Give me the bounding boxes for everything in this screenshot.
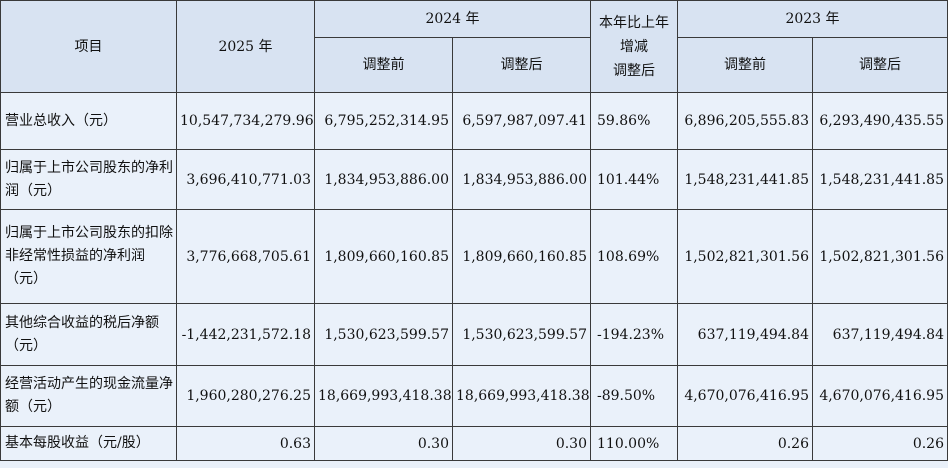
- table-row: 归属于上市公司股东的净利润（元） 3,696,410,771.03 1,834,…: [0, 149, 948, 210]
- table-header: 项目 2025 年 2024 年 本年比上年 增减 调整后 2023 年 调整前…: [0, 0, 948, 93]
- cell-2025: 10,547,734,279.96: [176, 92, 315, 150]
- row-label: 归属于上市公司股东的净利润（元）: [0, 149, 177, 210]
- cell-2023-after: 637,119,494.84: [812, 303, 948, 366]
- cell-2025: -1,442,231,572.18: [176, 303, 315, 366]
- cell-2024-after: 18,669,993,418.38: [452, 365, 591, 427]
- cell-2024-after: 0.30: [452, 426, 591, 461]
- header-2025: 2025 年: [176, 0, 315, 93]
- cell-2023-before: 1,502,821,301.56: [677, 209, 813, 304]
- row-label: 营业总收入（元）: [0, 92, 177, 150]
- cell-2023-after: 1,548,231,441.85: [812, 149, 948, 210]
- cell-change: -89.50%: [590, 365, 678, 427]
- header-2024-after: 调整后: [452, 37, 591, 93]
- cell-2023-before: 1,548,231,441.85: [677, 149, 813, 210]
- cell-2024-after: 6,597,987,097.41: [452, 92, 591, 150]
- row-label: 基本每股收益（元/股）: [0, 426, 177, 461]
- cell-change: -194.23%: [590, 303, 678, 366]
- cell-2025: 1,960,280,276.25: [176, 365, 315, 427]
- cell-2024-before: 6,795,252,314.95: [314, 92, 453, 150]
- cell-change: 59.86%: [590, 92, 678, 150]
- header-2023-after: 调整后: [812, 37, 948, 93]
- cell-2024-after: 1,834,953,886.00: [452, 149, 591, 210]
- cell-2025: 3,696,410,771.03: [176, 149, 315, 210]
- header-2023-before: 调整前: [677, 37, 813, 93]
- table-row: 其他综合收益的税后净额（元） -1,442,231,572.18 1,530,6…: [0, 303, 948, 366]
- header-2024-before: 调整前: [314, 37, 453, 93]
- cell-2023-after: 0.26: [812, 426, 948, 461]
- cell-change: 108.69%: [590, 209, 678, 304]
- cell-2024-before: 18,669,993,418.38: [314, 365, 453, 427]
- cell-2024-after: 1,809,660,160.85: [452, 209, 591, 304]
- cell-2024-before: 1,809,660,160.85: [314, 209, 453, 304]
- table-row: 归属于上市公司股东的扣除非经常性损益的净利润（元） 3,776,668,705.…: [0, 209, 948, 304]
- row-label: 归属于上市公司股东的扣除非经常性损益的净利润（元）: [0, 209, 177, 304]
- table-body: 营业总收入（元） 10,547,734,279.96 6,795,252,314…: [0, 92, 948, 461]
- cell-2025: 0.63: [176, 426, 315, 461]
- cell-2024-before: 0.30: [314, 426, 453, 461]
- cell-2023-after: 4,670,076,416.95: [812, 365, 948, 427]
- table-row: 基本每股收益（元/股） 0.63 0.30 0.30 110.00% 0.26 …: [0, 426, 948, 461]
- cell-2023-before: 6,896,205,555.83: [677, 92, 813, 150]
- header-2024: 2024 年: [314, 0, 591, 38]
- table-row: 营业总收入（元） 10,547,734,279.96 6,795,252,314…: [0, 92, 948, 150]
- header-yoy-line1: 本年比上年: [599, 14, 669, 31]
- header-yoy-change: 本年比上年 增减 调整后: [590, 0, 678, 93]
- cell-2023-before: 0.26: [677, 426, 813, 461]
- table-row: 经营活动产生的现金流量净额（元） 1,960,280,276.25 18,669…: [0, 365, 948, 427]
- cell-2025: 3,776,668,705.61: [176, 209, 315, 304]
- header-yoy-line3: 调整后: [613, 62, 655, 79]
- cell-2023-before: 637,119,494.84: [677, 303, 813, 366]
- cell-2024-after: 1,530,623,599.57: [452, 303, 591, 366]
- cell-change: 101.44%: [590, 149, 678, 210]
- cell-2024-before: 1,530,623,599.57: [314, 303, 453, 366]
- cell-2024-before: 1,834,953,886.00: [314, 149, 453, 210]
- cell-2023-after: 1,502,821,301.56: [812, 209, 948, 304]
- cell-2023-after: 6,293,490,435.55: [812, 92, 948, 150]
- row-label: 其他综合收益的税后净额（元）: [0, 303, 177, 366]
- cell-2023-before: 4,670,076,416.95: [677, 365, 813, 427]
- cell-change: 110.00%: [590, 426, 678, 461]
- row-label: 经营活动产生的现金流量净额（元）: [0, 365, 177, 427]
- header-2023: 2023 年: [677, 0, 948, 38]
- header-item: 项目: [0, 0, 177, 93]
- header-yoy-line2: 增减: [620, 38, 648, 55]
